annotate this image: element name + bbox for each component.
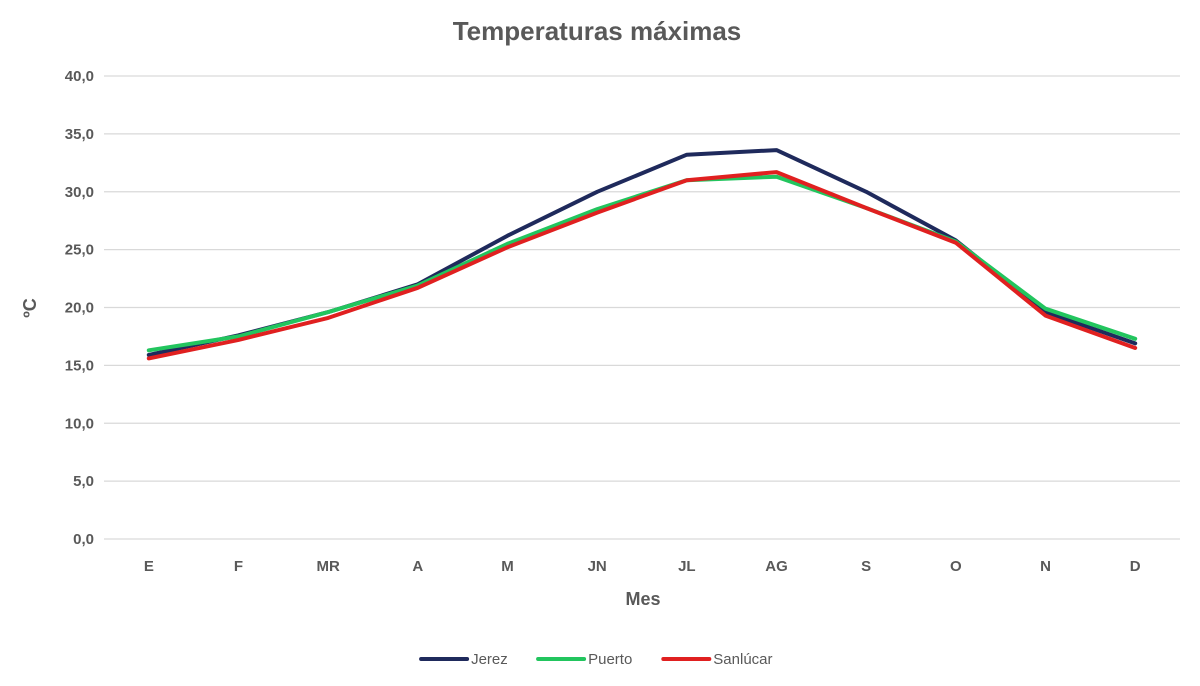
legend-label: Sanlúcar [713,651,772,668]
y-tick-label: 10,0 [65,415,94,432]
y-tick-label: 20,0 [65,300,94,317]
legend-item-sanlucar: Sanlúcar [661,651,773,668]
x-tick-label: M [501,558,514,575]
chart-title: Temperaturas máximas [453,16,742,46]
x-tick-label: MR [317,558,340,575]
x-tick-label: S [861,558,871,575]
gridlines [104,75,1180,540]
legend: Jerez Puerto Sanlúcar [419,651,773,668]
y-tick-label: 40,0 [65,68,94,85]
y-tick-label: 35,0 [65,126,94,143]
x-axis-title: Mes [625,589,660,609]
y-tick-label: 25,0 [65,242,94,259]
x-tick-label: JN [588,558,607,575]
x-tick-label: JL [678,558,696,575]
legend-label: Puerto [588,651,632,668]
x-tick-label: N [1040,558,1051,575]
x-tick-label: E [144,558,154,575]
legend-item-jerez: Jerez [419,651,508,668]
x-tick-label: AG [765,558,788,575]
x-tick-label: A [412,558,423,575]
legend-label: Jerez [471,651,508,668]
x-tick-label: D [1130,558,1141,575]
series-lines [146,148,1138,361]
y-tick-label: 30,0 [65,184,94,201]
series-line-sanlucar [146,170,1138,361]
y-tick-label: 0,0 [73,531,94,548]
x-tick-label: F [234,558,243,575]
y-tick-label: 5,0 [73,473,94,490]
y-axis-ticks: 0,0 5,0 10,0 15,0 20,0 25,0 30,0 35,0 40,0 [65,68,94,548]
y-tick-label: 15,0 [65,357,94,374]
y-axis-title: ºC [20,298,40,318]
legend-item-puerto: Puerto [536,651,632,668]
x-tick-label: O [950,558,962,575]
x-axis-ticks: E F MR A M JN JL AG S O N D [144,558,1141,575]
